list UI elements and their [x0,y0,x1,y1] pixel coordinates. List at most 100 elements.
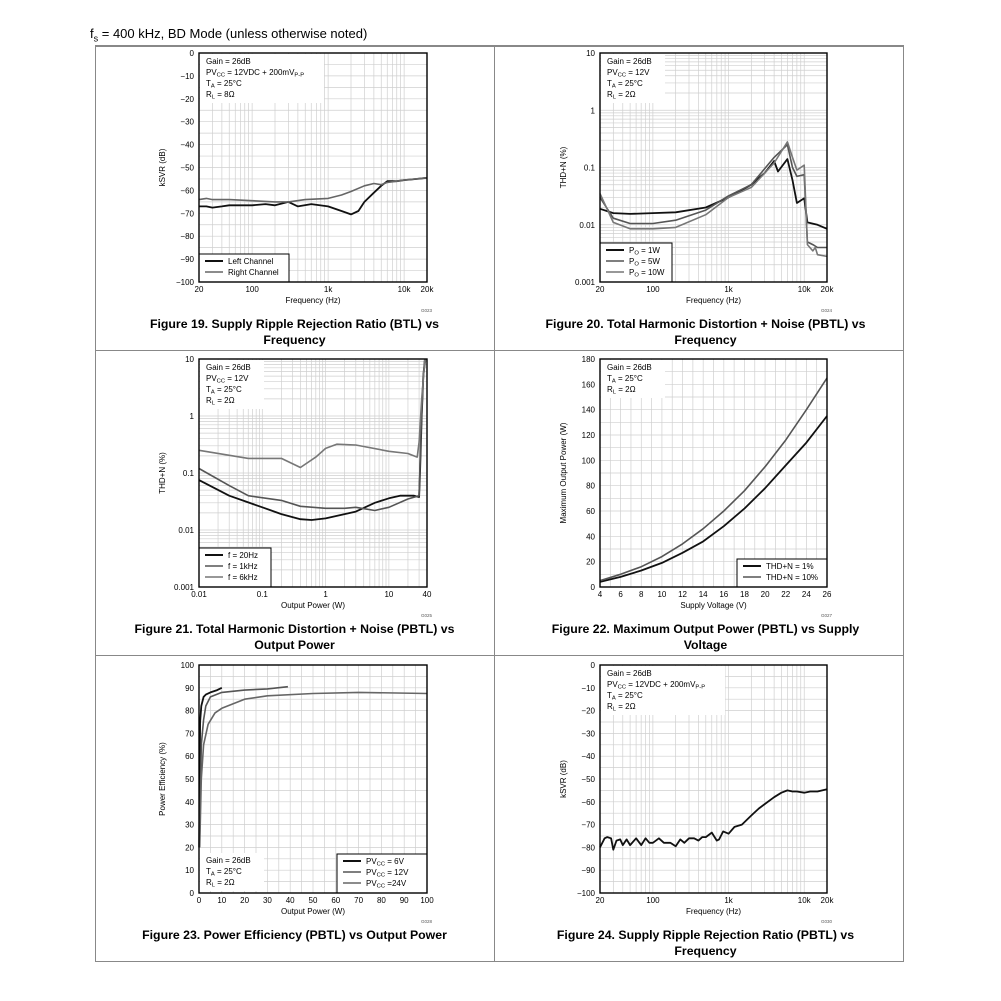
figure-24-title: Figure 24. Supply Ripple Rejection Ratio… [506,927,905,959]
x-tick-label: 18 [740,590,749,599]
series-line-0 [599,788,828,851]
header-subscript: s [93,33,99,44]
x-tick-label: 0 [197,896,202,905]
legend: THD+N = 1% THD+N = 10% [736,558,828,588]
title-line: Frequency [674,333,737,347]
y-tick-label: 10 [185,866,194,875]
legend-label: PO = 1W [629,246,660,257]
figure-21-title: Figure 21. Total Harmonic Distortion + N… [95,621,494,653]
y-tick-label: 120 [582,431,596,440]
chart-figure-24: Gain = 26dB PVCC = 12VDC + 200mVP-PTA = 2… [559,661,834,924]
plot-frame [198,358,428,588]
figure-20-title: Figure 20. Total Harmonic Distortion + N… [506,316,905,348]
y-axis-label: kSVR (dB) [158,148,167,186]
x-tick-label: 0.01 [191,590,207,599]
y-tick-label: 0 [591,583,596,592]
x-tick-label: 20 [596,896,605,905]
x-axis-label: Output Power (W) [281,907,345,916]
figure-grid-frame [95,45,904,962]
x-axis-label: Frequency (Hz) [686,907,741,916]
annotation-text: Gain = 26dB [607,669,652,678]
x-tick-label: 14 [699,590,708,599]
legend-label: Right Channel [228,268,279,277]
annotation-text: TA = 25°C [607,374,643,385]
series-line-1 [198,177,428,203]
y-axis-label: THD+N (%) [158,452,167,494]
title-line: Figure 22. Maximum Output Power (PBTL) v… [551,622,860,636]
x-tick-label: 24 [802,590,811,599]
y-tick-label: −70 [180,209,194,218]
legend-label: PO = 10W [629,268,665,279]
x-tick-label: 10 [657,590,666,599]
x-tick-label: 20 [195,285,204,294]
annotation-text: PVCC = 12VDC + 200mVP-P [206,68,304,79]
plot-frame [198,664,428,894]
grid [600,53,827,282]
y-tick-label: 100 [582,456,596,465]
y-tick-label: −70 [581,821,595,830]
legend-label: Left Channel [228,257,274,266]
y-tick-label: 20 [185,843,194,852]
title-line: Frequency [263,333,326,347]
plot-frame [599,358,828,588]
annotation-background [601,666,725,715]
figure-22-title: Figure 22. Maximum Output Power (PBTL) v… [506,621,905,653]
series-line-0 [199,176,428,216]
legend-label: PVCC = 6V [366,857,405,868]
x-axis-label: Output Power (W) [281,601,345,610]
y-axis-label: Power Efficiency (%) [158,742,167,816]
page-header-conditions: fs = 400 kHz, BD Mode (unless otherwise … [90,26,367,44]
x-tick-label: 100 [245,285,259,294]
y-tick-label: 10 [185,355,194,364]
x-tick-label: 12 [678,590,687,599]
y-tick-label: −40 [581,752,595,761]
annotation-text: Gain = 26dB [206,57,251,66]
figure-code: G030 [821,919,833,924]
annotation-text: TA = 25°C [206,867,242,878]
y-tick-label: 0.1 [183,469,195,478]
legend-box [198,253,290,283]
x-tick-label: 20k [421,285,435,294]
x-tick-label: 0.1 [257,590,269,599]
x-axis-label: Supply Voltage (V) [680,601,747,610]
series-line-0 [198,686,223,848]
x-tick-label: 40 [423,590,432,599]
legend-label: f = 6kHz [228,573,258,582]
annotation-text: RL = 2Ω [607,385,636,396]
annotation-text: RL = 2Ω [206,878,235,889]
legend: Left Channel Right Channel [198,253,290,283]
figure-code: G023 [421,308,433,313]
annotation-background [200,853,264,891]
header-f: f [90,26,94,41]
row-divider [95,655,904,656]
legend-label: PO = 5W [629,257,660,268]
x-tick-label: 60 [331,896,340,905]
series-line-0 [599,415,828,583]
y-tick-label: −90 [581,866,595,875]
y-tick-label: −30 [180,118,194,127]
legend-label: PVCC = 12V [366,868,409,879]
y-tick-label: 0.001 [174,583,195,592]
annotation-text: Gain = 26dB [206,856,251,865]
y-axis-label: THD+N (%) [559,146,568,188]
y-tick-label: 20 [586,558,595,567]
annotation-background [200,54,324,103]
header-text: = 400 kHz, BD Mode (unless otherwise not… [98,26,368,41]
title-line: Voltage [683,638,728,652]
grid [199,53,427,282]
figure-code: G027 [821,613,833,618]
series-line-2 [599,141,828,258]
x-tick-label: 90 [400,896,409,905]
x-tick-label: 10 [384,590,393,599]
chart-figure-19: Gain = 26dB PVCC = 12VDC + 200mVP-PTA = 2… [158,49,434,313]
legend-label: f = 20Hz [228,551,258,560]
y-tick-label: 1 [591,106,596,115]
y-tick-label: 60 [586,507,595,516]
plot-frame [198,52,428,283]
legend-box [736,558,828,588]
annotation-text: PVCC = 12V [206,374,249,385]
x-tick-label: 80 [377,896,386,905]
annotation-text: RL = 8Ω [206,90,235,101]
